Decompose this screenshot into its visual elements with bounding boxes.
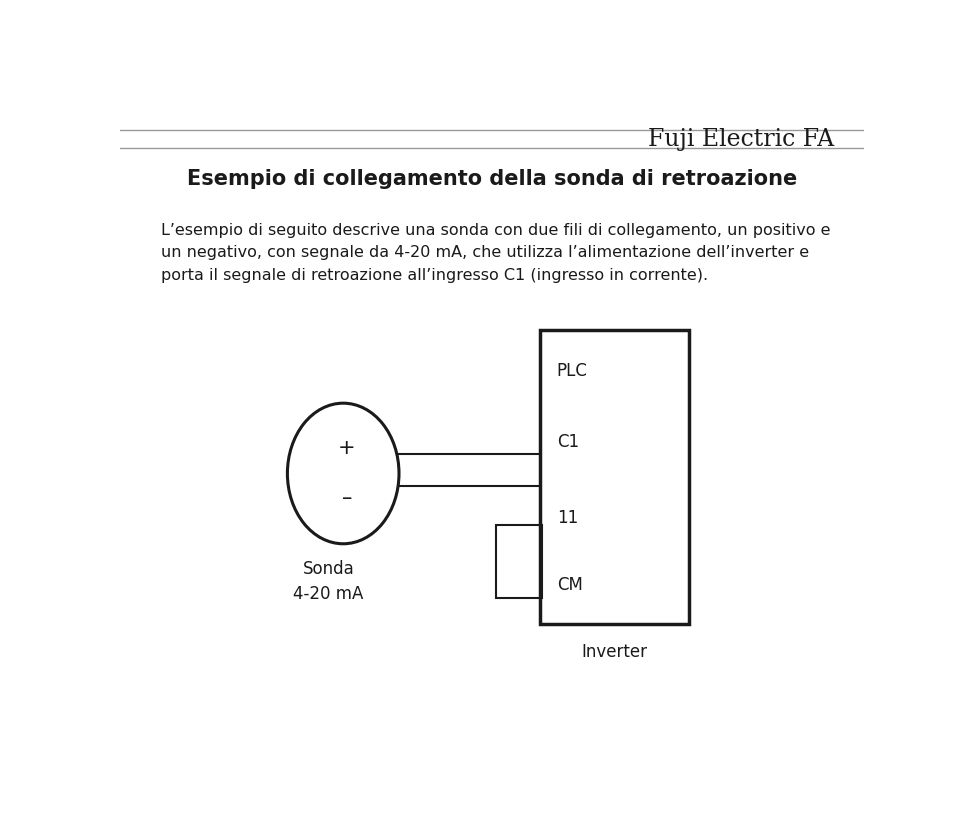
Text: 4-20 mA: 4-20 mA	[293, 584, 364, 603]
Bar	[540, 330, 689, 623]
Text: C1: C1	[557, 432, 579, 451]
Text: +: +	[338, 438, 356, 458]
Bar	[495, 525, 541, 598]
Text: Esempio di collegamento della sonda di retroazione: Esempio di collegamento della sonda di r…	[187, 169, 797, 189]
Text: Fuji Electric FA: Fuji Electric FA	[648, 128, 834, 151]
Text: L’esempio di seguito descrive una sonda con due fili di collegamento, un positiv: L’esempio di seguito descrive una sonda …	[161, 223, 830, 238]
Text: Inverter: Inverter	[582, 643, 648, 662]
Text: Sonda: Sonda	[302, 560, 354, 579]
Text: PLC: PLC	[557, 362, 588, 380]
Text: un negativo, con segnale da 4-20 mA, che utilizza l’alimentazione dell’inverter : un negativo, con segnale da 4-20 mA, che…	[161, 246, 809, 261]
Text: –: –	[342, 488, 352, 508]
Text: porta il segnale di retroazione all’ingresso C1 (ingresso in corrente).: porta il segnale di retroazione all’ingr…	[161, 268, 708, 283]
Text: CM: CM	[557, 576, 583, 594]
Text: 11: 11	[557, 510, 578, 527]
